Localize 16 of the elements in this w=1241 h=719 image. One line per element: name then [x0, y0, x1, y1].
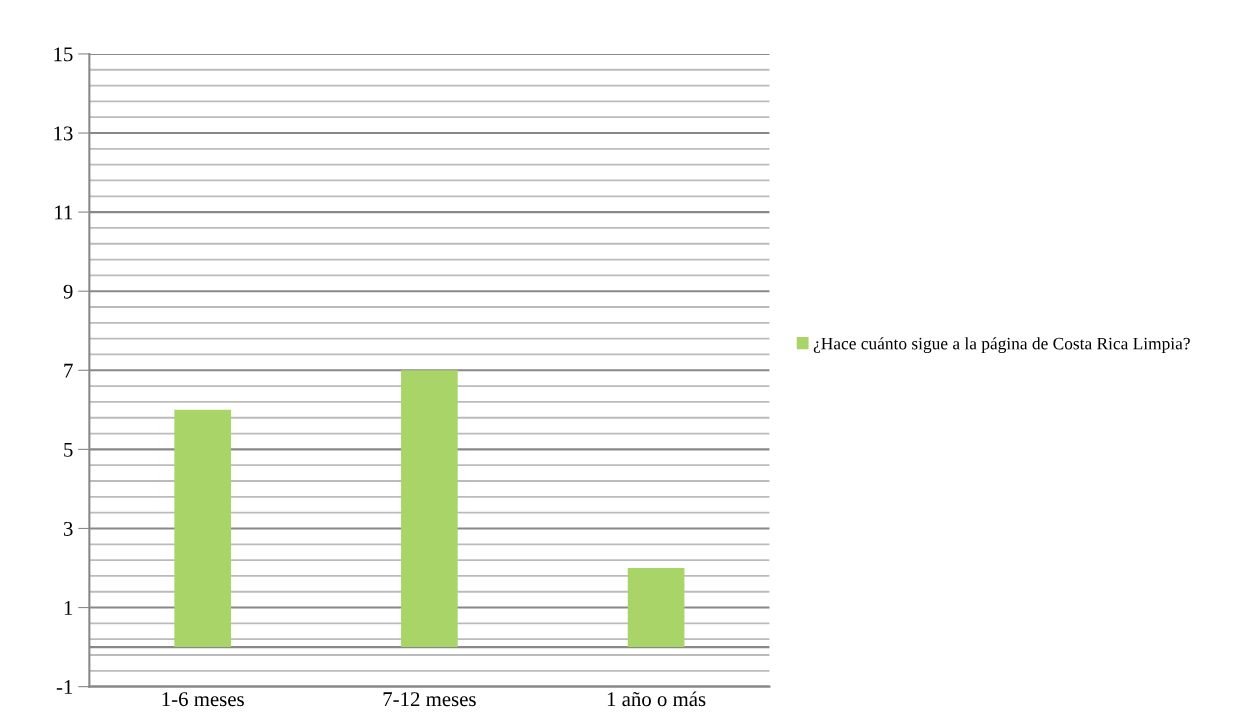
x-tick-label: 1 año o más	[607, 691, 706, 707]
bar	[174, 409, 232, 648]
y-tick-label: 11	[55, 205, 73, 220]
y-tick-label: 1	[64, 601, 73, 615]
x-tick-label: 7-12 meses	[383, 692, 476, 707]
y-tick-label: 7	[64, 363, 73, 378]
y-tick-label: 13	[54, 126, 73, 141]
y-tick-label: 9	[63, 284, 73, 299]
y-tick-label: 5	[64, 442, 73, 457]
legend-label: ¿Hace cuánto sigue a la página de Costa Rica Limpia?	[813, 337, 1190, 354]
x-tick-label: 1-6 meses	[162, 692, 244, 707]
bar	[401, 370, 458, 648]
y-tick-label: -1	[56, 680, 73, 694]
y-tick-label: 3	[63, 521, 73, 536]
y-tick-label: 15	[54, 47, 73, 62]
bar	[627, 568, 685, 648]
